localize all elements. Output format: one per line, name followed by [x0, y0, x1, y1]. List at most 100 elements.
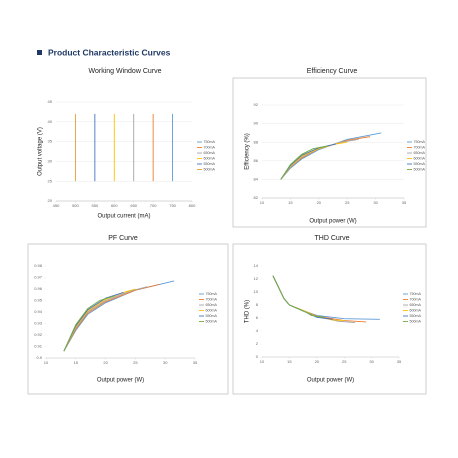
chart-title: PF Curve	[108, 235, 138, 242]
y-tick-label: 40	[48, 119, 53, 124]
x-tick-label: 500	[72, 203, 79, 208]
x-tick-label: 800	[189, 203, 196, 208]
x-tick-label: 20	[317, 200, 322, 205]
x-tick-label: 600	[111, 203, 118, 208]
x-tick-label: 10	[44, 360, 49, 365]
x-tick-label: 750	[169, 203, 176, 208]
x-tick-label: 35	[397, 359, 402, 364]
legend-label: 700mA	[206, 297, 218, 301]
x-tick-label: 30	[373, 200, 378, 205]
legend-label: 750mA	[204, 140, 216, 144]
y-tick-label: 0.93	[34, 321, 43, 326]
panel	[232, 77, 427, 228]
y-tick-label: 86	[254, 158, 259, 163]
y-tick-label: 10	[254, 289, 259, 294]
y-tick-label: 82	[254, 195, 259, 200]
x-tick-label: 650	[130, 203, 137, 208]
legend-label: 750mA	[206, 292, 218, 296]
x-axis-title: Output power (W)	[97, 378, 144, 384]
x-tick-label: 35	[193, 360, 198, 365]
y-axis-title: Efficiency (%)	[245, 133, 251, 170]
x-axis-title: Output power (W)	[307, 378, 354, 384]
legend-label: 650mA	[206, 303, 218, 307]
y-tick-label: 84	[254, 176, 259, 181]
x-tick-label: 35	[402, 200, 407, 205]
x-tick-label: 15	[287, 359, 292, 364]
legend-label: 550mA	[204, 162, 216, 166]
legend-label: 650mA	[410, 303, 422, 307]
panel	[27, 243, 229, 395]
y-tick-label: 0.92	[34, 332, 43, 337]
legend-label: 700mA	[204, 145, 216, 149]
y-tick-label: 0.96	[34, 286, 43, 291]
y-tick-label: 4	[256, 328, 259, 333]
legend-label: 500mA	[410, 319, 422, 323]
y-tick-label: 45	[48, 99, 53, 104]
legend-label: 500mA	[204, 167, 216, 171]
y-tick-label: 0.9	[36, 355, 42, 360]
y-tick-label: 12	[254, 276, 259, 281]
series-line	[280, 132, 382, 180]
legend-label: 600mA	[206, 308, 218, 312]
legend-label: 550mA	[206, 314, 218, 318]
legend-label: 600mA	[410, 308, 422, 312]
x-tick-label: 25	[345, 200, 350, 205]
legend-label: 700mA	[414, 145, 426, 149]
chart-title: Efficiency Curve	[307, 68, 358, 75]
y-tick-label: 92	[254, 102, 259, 107]
x-tick-label: 15	[288, 200, 293, 205]
x-tick-label: 10	[260, 359, 265, 364]
x-tick-label: 25	[133, 360, 138, 365]
x-tick-label: 550	[92, 203, 99, 208]
legend-label: 750mA	[414, 140, 426, 144]
x-tick-label: 25	[342, 359, 347, 364]
y-tick-label: 88	[254, 139, 259, 144]
legend-label: 500mA	[206, 319, 218, 323]
y-tick-label: 0.97	[34, 275, 43, 280]
legend-label: 750mA	[410, 292, 422, 296]
header-bullet	[37, 50, 42, 55]
y-tick-label: 35	[48, 139, 53, 144]
legend-label: 600mA	[414, 156, 426, 160]
x-tick-label: 15	[74, 360, 79, 365]
x-tick-label: 20	[315, 359, 320, 364]
chart-title: THD Curve	[314, 235, 349, 242]
series-line	[272, 275, 326, 318]
y-tick-label: 0	[256, 354, 259, 359]
y-tick-label: 0.91	[34, 344, 43, 349]
x-tick-label: 30	[163, 360, 168, 365]
y-tick-label: 30	[48, 158, 53, 163]
legend-label: 550mA	[414, 162, 426, 166]
y-axis-title: THD (%)	[245, 300, 251, 323]
x-tick-label: 700	[150, 203, 157, 208]
panel	[232, 243, 427, 395]
x-axis-title: Output power (W)	[309, 219, 356, 225]
x-tick-label: 30	[369, 359, 374, 364]
legend-label: 600mA	[204, 156, 216, 160]
y-tick-label: 14	[254, 263, 259, 268]
y-tick-label: 2	[256, 341, 259, 346]
y-tick-label: 6	[256, 315, 259, 320]
x-axis-title: Output current (mA)	[97, 214, 150, 220]
legend-label: 650mA	[414, 151, 426, 155]
y-tick-label: 25	[48, 178, 53, 183]
x-tick-label: 10	[260, 200, 265, 205]
legend-label: 700mA	[410, 297, 422, 301]
legend-label: 550mA	[410, 314, 422, 318]
y-tick-label: 20	[48, 198, 53, 203]
chart-title: Working Window Curve	[88, 68, 161, 75]
y-tick-label: 90	[254, 121, 259, 126]
x-tick-label: 450	[53, 203, 60, 208]
y-tick-label: 0.95	[34, 298, 43, 303]
header-title: Product Characteristic Curves	[48, 47, 171, 57]
x-tick-label: 20	[103, 360, 108, 365]
y-tick-label: 8	[256, 302, 259, 307]
y-tick-label: 0.94	[34, 309, 43, 314]
y-axis-title: Output voltage (V)	[38, 127, 44, 176]
y-tick-label: 0.98	[34, 263, 43, 268]
series-line	[63, 295, 115, 352]
legend-label: 650mA	[204, 151, 216, 155]
legend-label: 500mA	[414, 167, 426, 171]
